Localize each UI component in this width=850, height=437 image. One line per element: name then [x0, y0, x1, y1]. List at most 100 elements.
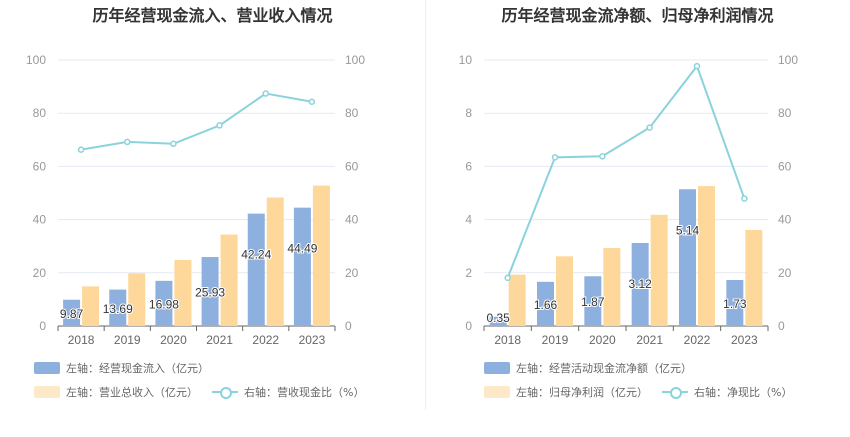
data-label-2019: 1.66 — [534, 298, 558, 312]
line-point-2023 — [308, 98, 316, 106]
right-axis-tick: 100 — [345, 53, 365, 67]
bar-1-series1-2019 — [537, 281, 554, 326]
chart-panel-cashflow-revenue: 历年经营现金流入、营业收入情况 0 20 40 60 80 100 0 20 40 60 80 100… — [26, 6, 378, 400]
line-point-2023 — [741, 195, 748, 202]
right-axis-tick: 20 — [345, 266, 359, 280]
legend-swatch-bar1 — [484, 362, 510, 374]
chart-panel-netcash-profit: 历年经营现金流净额、归母净利润情况 0 2 4 6 8 10 0 20 40 60 80 100 201… — [425, 0, 850, 437]
bar-1-series1-2018 — [489, 316, 507, 326]
line-point-2019 — [551, 154, 559, 161]
x-axis-tick-label: 2021 — [206, 333, 233, 347]
bar-1-series2-2018 — [508, 274, 526, 326]
line-point-2018 — [77, 146, 85, 153]
line-point-2021 — [216, 122, 223, 129]
bar-0-series2-2022 — [266, 197, 284, 326]
x-axis-tick-label: 2018 — [494, 333, 521, 347]
data-label-2018: 0.35 — [486, 311, 510, 325]
legend-swatch-line — [662, 386, 688, 399]
bar-0-series2-2019 — [128, 273, 146, 326]
left-axis-tick: 0 — [465, 319, 472, 333]
legend-swatch-bar2 — [484, 386, 510, 398]
legend-swatch-bar1 — [34, 362, 60, 374]
bar-1-series2-2019 — [556, 256, 573, 326]
line-series-0 — [80, 92, 313, 151]
data-label-2021: 3.12 — [628, 277, 652, 291]
left-axis-tick: 6 — [465, 159, 472, 173]
legend-item-line[interactable]: 右轴：净现比（%） — [662, 384, 792, 400]
bar-1-series2-2023 — [745, 229, 763, 326]
left-axis-tick: 2 — [465, 266, 472, 280]
bar-0-series1-2021 — [201, 257, 219, 326]
legend-label: 左轴：营业总收入（亿元） — [66, 386, 198, 399]
left-axis-tick: 80 — [33, 106, 47, 120]
data-label-2018: 9.87 — [60, 307, 84, 321]
data-label-2022: 42.24 — [241, 248, 271, 262]
data-label-2023: 44.49 — [287, 242, 317, 256]
legend-item-bar1[interactable]: 左轴：经营现金流入（亿元） — [34, 360, 209, 376]
chart-title: 历年经营现金流入、营业收入情况 — [92, 6, 333, 25]
right-axis-tick: 80 — [345, 106, 359, 120]
legend-item-line[interactable]: 右轴：营收现金比（%） — [212, 384, 364, 400]
bar-1-series1-2021 — [631, 243, 649, 326]
bar-0-series2-2018 — [82, 286, 100, 326]
bar-1-series1-2023 — [726, 279, 744, 326]
bar-0-series2-2023 — [312, 185, 330, 326]
data-label-2021: 25.93 — [195, 286, 225, 300]
bar-0-series1-2023 — [293, 207, 311, 326]
right-axis-tick: 0 — [778, 319, 785, 333]
x-axis-tick-label: 2019 — [114, 333, 141, 347]
bar-0-series1-2019 — [109, 289, 127, 326]
data-label-2020: 1.87 — [581, 295, 605, 309]
line-point-2018 — [504, 274, 511, 282]
line-point-2021 — [646, 124, 653, 131]
right-axis-tick: 20 — [778, 266, 792, 280]
line-point-2022 — [693, 62, 701, 70]
legend-item-bar1[interactable]: 左轴：经营活动现金流净额（亿元） — [484, 360, 692, 376]
left-axis-tick: 10 — [459, 53, 473, 67]
right-axis-tick: 80 — [778, 106, 792, 120]
x-axis-tick-label: 2022 — [684, 333, 711, 347]
left-axis-tick: 60 — [33, 159, 47, 173]
chart-title: 历年经营现金流净额、归母净利润情况 — [501, 6, 774, 25]
line-point-2022 — [262, 90, 269, 97]
left-axis-tick: 0 — [39, 319, 46, 333]
x-axis-tick-label: 2022 — [252, 333, 279, 347]
x-axis-tick-label: 2023 — [731, 333, 758, 347]
chart-plot: 0 20 40 60 80 100 0 20 40 60 80 100 2018 2019 2020 2021… — [26, 53, 365, 347]
legend-row-2: 左轴：归母净利润（亿元） 右轴：净现比（%） — [484, 384, 806, 400]
legend-row-1: 左轴：经营现金流入（亿元） — [34, 360, 223, 376]
left-axis-tick: 4 — [465, 213, 472, 227]
legend-swatch-line — [212, 386, 238, 399]
x-axis-tick-label: 2019 — [542, 333, 569, 347]
legend-label: 左轴：归母净利润（亿元） — [516, 386, 648, 399]
legend-item-bar2[interactable]: 左轴：归母净利润（亿元） — [484, 384, 648, 400]
x-axis-tick-label: 2018 — [68, 333, 95, 347]
bar-1-series1-2020 — [584, 276, 602, 326]
bar-0-series2-2021 — [220, 234, 238, 326]
data-label-2020: 16.98 — [149, 297, 179, 311]
line-series-1 — [506, 64, 746, 279]
bar-0-series1-2022 — [247, 213, 265, 326]
right-axis-tick: 40 — [345, 213, 359, 227]
line-point-2020 — [170, 140, 177, 148]
left-axis-tick: 8 — [465, 106, 472, 120]
right-axis-tick: 100 — [778, 53, 798, 67]
bar-0-series1-2020 — [155, 280, 173, 326]
left-axis-tick: 100 — [26, 53, 46, 67]
legend-label: 左轴：经营活动现金流净额（亿元） — [516, 362, 692, 375]
bar-1-series2-2021 — [650, 214, 668, 326]
x-axis-tick-label: 2023 — [299, 333, 326, 347]
panel-divider — [425, 0, 426, 410]
legend-item-bar2[interactable]: 左轴：营业总收入（亿元） — [34, 384, 198, 400]
legend-row-1: 左轴：经营活动现金流净额（亿元） — [484, 360, 706, 376]
legend-label: 右轴：营收现金比（%） — [244, 386, 365, 399]
data-label-2019: 13.69 — [103, 302, 133, 316]
legend-row-2: 左轴：营业总收入（亿元） 右轴：营收现金比（%） — [34, 384, 378, 400]
data-label-2023: 1.73 — [723, 297, 747, 311]
x-axis-tick-label: 2020 — [160, 333, 187, 347]
x-axis-tick-label: 2020 — [589, 333, 616, 347]
right-axis-tick: 40 — [778, 213, 792, 227]
x-axis-tick-label: 2021 — [636, 333, 663, 347]
left-axis-tick: 20 — [33, 266, 47, 280]
